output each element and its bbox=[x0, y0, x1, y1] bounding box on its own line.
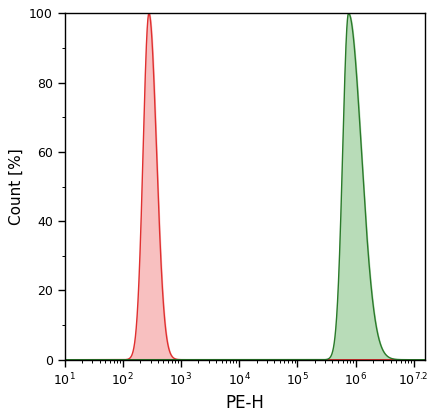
Y-axis label: Count [%]: Count [%] bbox=[8, 148, 23, 225]
X-axis label: PE-H: PE-H bbox=[226, 394, 265, 412]
